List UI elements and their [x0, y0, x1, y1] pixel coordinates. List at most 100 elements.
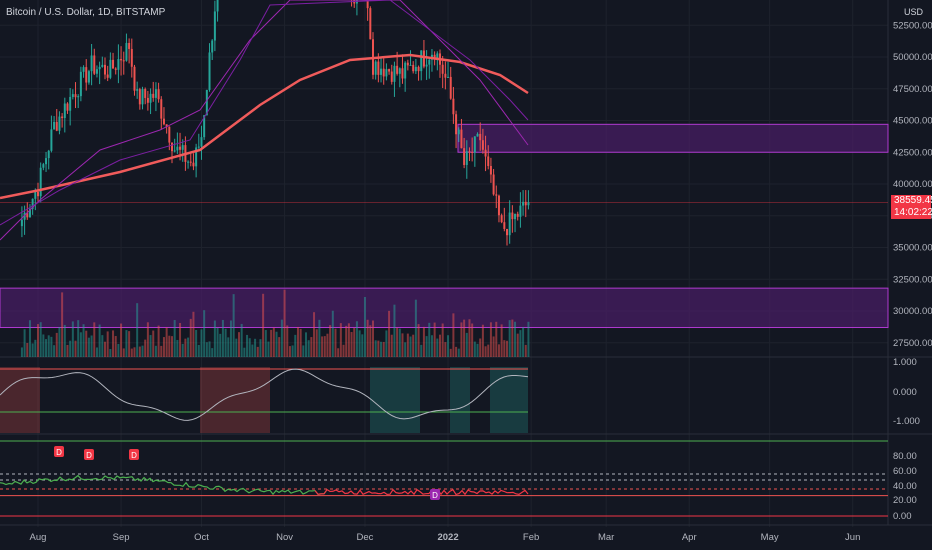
volume-bar	[181, 343, 184, 357]
candle-down	[112, 59, 115, 69]
rsi-line-upper	[0, 474, 328, 496]
volume-bar	[37, 324, 39, 357]
volume-bar	[104, 341, 106, 357]
rsi-pane: D D D D	[0, 440, 888, 517]
volume-bar	[447, 335, 450, 357]
candle-down	[377, 61, 380, 75]
volume-bar	[66, 344, 69, 357]
currency-label: USD	[904, 7, 924, 17]
time-axis[interactable]: Aug Sep Oct Nov Dec 2022 Feb Mar Apr May Jun	[30, 532, 861, 543]
volume-bar	[133, 347, 136, 357]
candle-up	[34, 191, 37, 199]
volume-bar	[500, 324, 503, 357]
candle-up	[125, 42, 128, 61]
volume-bar	[184, 338, 187, 357]
candle-up	[95, 69, 98, 74]
volume-bar	[152, 330, 155, 357]
candle-up	[374, 61, 377, 75]
volume-bar	[23, 329, 26, 357]
volume-bar	[302, 345, 305, 357]
volume-bar	[465, 332, 468, 357]
volume-bar	[347, 323, 350, 357]
candle-up	[77, 96, 80, 98]
volume-bar	[275, 331, 278, 357]
candle-down	[146, 97, 149, 103]
volume-bar	[296, 327, 299, 357]
candle-down	[61, 116, 64, 119]
volume-bar	[283, 289, 286, 357]
candle-up	[514, 213, 517, 220]
volume-bar	[251, 344, 254, 357]
candle-down	[500, 215, 503, 223]
symbol-title[interactable]: Bitcoin / U.S. Dollar, 1D, BITSTAMP	[6, 7, 166, 18]
supply-demand-zone	[457, 123, 889, 153]
price-tick-label: 42500.00	[893, 147, 932, 158]
volume-bar	[203, 310, 206, 357]
volume-bar	[114, 336, 117, 357]
volume-bar	[219, 333, 222, 357]
candle-up	[87, 71, 90, 83]
candle-up	[181, 145, 184, 150]
volume-bar	[259, 339, 262, 357]
candle-up	[20, 219, 23, 227]
volume-bar	[385, 330, 388, 357]
candle-down	[160, 99, 163, 119]
volume-bar	[401, 333, 404, 357]
volume-bar	[221, 319, 224, 357]
volume-bar	[192, 311, 195, 357]
price-tick-label: 50000.00	[893, 52, 932, 63]
volume-bar	[463, 319, 466, 357]
candle-down	[460, 129, 463, 149]
volume-bar	[171, 336, 173, 357]
candle-down	[492, 174, 495, 195]
volume-bar	[286, 325, 289, 357]
volume-bar	[130, 348, 133, 357]
candlesticks	[20, 0, 530, 246]
candle-up	[50, 129, 53, 151]
volume-bar	[358, 330, 361, 357]
candle-up	[90, 55, 93, 72]
ema-long-line	[0, 53, 529, 200]
volume-bar	[211, 348, 214, 357]
candle-down	[168, 126, 171, 143]
volume-bar	[428, 322, 431, 357]
volume-bar	[363, 296, 366, 357]
candle-up	[28, 208, 31, 218]
candle-down	[369, 8, 372, 40]
candle-up	[420, 50, 423, 72]
price-axis[interactable]: 52500.00 50000.00 47500.00 45000.00 42500.00…	[893, 20, 932, 522]
candle-down	[401, 68, 404, 79]
volume-bar	[449, 348, 452, 357]
volume-bar	[294, 334, 297, 357]
divergence-marker-label: D	[86, 451, 92, 460]
candle-up	[404, 62, 407, 79]
candle-down	[179, 146, 182, 150]
volume-bar	[216, 327, 219, 357]
candle-down	[468, 151, 471, 153]
candle-down	[516, 213, 519, 217]
candle-down	[497, 195, 500, 216]
candle-down	[479, 133, 482, 141]
volume-bar	[514, 321, 517, 357]
candle-down	[382, 68, 385, 77]
volume-bar	[452, 313, 455, 357]
volume-bar	[101, 335, 104, 357]
time-tick-label: Aug	[30, 532, 47, 543]
volume-bar	[361, 334, 364, 357]
volume-bar	[141, 345, 144, 357]
volume-bar	[310, 337, 313, 357]
volume-bar	[34, 339, 37, 357]
countdown-tag: 14:02:22	[891, 207, 932, 219]
volume-bar	[484, 346, 487, 357]
candle-down	[138, 89, 141, 105]
candle-up	[203, 115, 206, 138]
volume-bar	[208, 341, 211, 357]
volume-bar	[345, 325, 348, 357]
volume-bar	[433, 322, 436, 357]
volume-bar	[406, 333, 409, 357]
volume-bar	[31, 343, 34, 357]
last-price-tag: 38559.45	[891, 195, 932, 207]
candle-down	[524, 201, 527, 206]
volume-bar	[396, 327, 399, 357]
